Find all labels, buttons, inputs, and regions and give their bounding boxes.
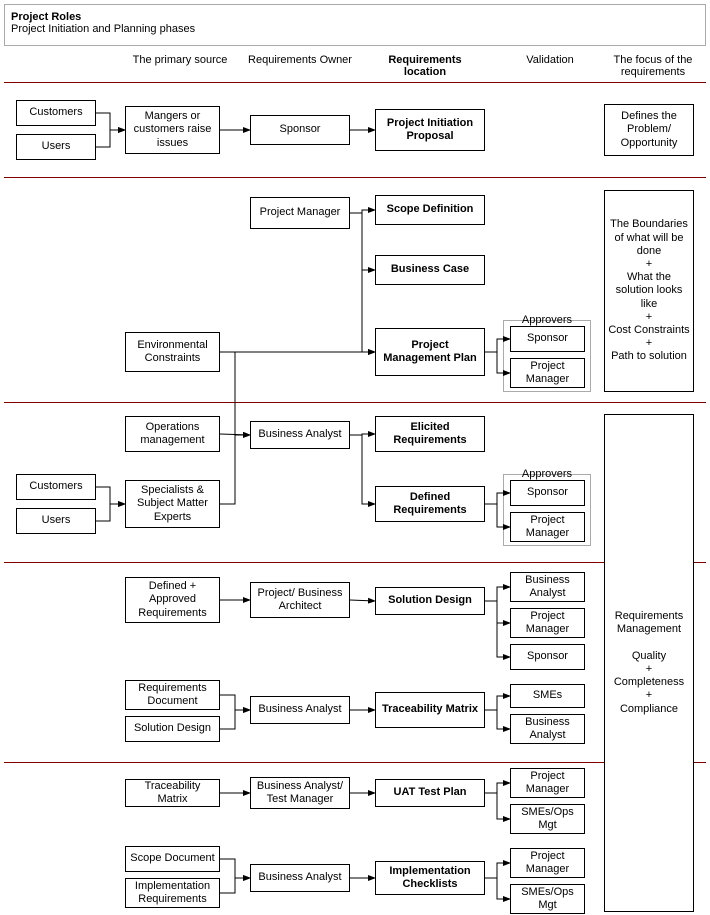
box-validator-ba: Business Analyst: [510, 572, 585, 602]
box-env-constraints: Environmental Constraints: [125, 332, 220, 372]
section-rule: [4, 82, 706, 83]
box-traceability-src: Traceability Matrix: [125, 779, 220, 807]
box-defines-problem: Defines the Problem/ Opportunity: [604, 104, 694, 156]
section-rule: [4, 562, 706, 563]
box-business-analyst: Business Analyst: [250, 421, 350, 449]
box-scope-doc: Scope Document: [125, 846, 220, 872]
box-traceability-matrix: Traceability Matrix: [375, 692, 485, 728]
header: Project Roles Project Initiation and Pla…: [4, 4, 706, 46]
box-managers-issues: Mangers or customers raise issues: [125, 106, 220, 154]
box-users: Users: [16, 508, 96, 534]
box-business-analyst: Business Analyst: [250, 864, 350, 892]
box-specialists-sme: Specialists & Subject Matter Experts: [125, 480, 220, 528]
box-defined-req: Defined Requirements: [375, 486, 485, 522]
box-validator-smesops: SMEs/Ops Mgt: [510, 884, 585, 914]
col-req-owner: Requirements Owner: [245, 54, 355, 66]
box-validator-sponsor: Sponsor: [510, 644, 585, 670]
col-primary-source: The primary source: [125, 54, 235, 66]
col-focus: The focus of the requirements: [598, 54, 708, 78]
box-solution-design-src: Solution Design: [125, 716, 220, 742]
box-approver-sponsor: Sponsor: [510, 480, 585, 506]
box-solution-design: Solution Design: [375, 587, 485, 615]
box-boundaries: The Boundaries of what will be done + Wh…: [604, 190, 694, 392]
box-validator-ba: Business Analyst: [510, 714, 585, 744]
box-uat-plan: UAT Test Plan: [375, 779, 485, 807]
box-defined-approved: Defined + Approved Requirements: [125, 577, 220, 623]
section-rule: [4, 177, 706, 178]
box-impl-checklists: Implementation Checklists: [375, 861, 485, 895]
box-ba-test-mgr: Business Analyst/ Test Manager: [250, 777, 350, 809]
box-approver-sponsor: Sponsor: [510, 326, 585, 352]
box-customers: Customers: [16, 474, 96, 500]
box-validator-smes: SMEs: [510, 684, 585, 708]
box-project-mgmt-plan: Project Management Plan: [375, 328, 485, 376]
section-rule: [4, 402, 706, 403]
box-users: Users: [16, 134, 96, 160]
box-approver-pm: Project Manager: [510, 512, 585, 542]
col-validation: Validation: [495, 54, 605, 66]
box-proj-biz-architect: Project/ Business Architect: [250, 582, 350, 618]
diagram-stage: Customers Users Mangers or customers rai…: [0, 82, 710, 912]
header-title: Project Roles: [11, 11, 699, 23]
header-subtitle: Project Initiation and Planning phases: [11, 23, 699, 35]
box-scope-definition: Scope Definition: [375, 195, 485, 225]
col-req-location: Requirements location: [370, 54, 480, 78]
column-headers: The primary source Requirements Owner Re…: [0, 54, 710, 82]
box-sponsor: Sponsor: [250, 115, 350, 145]
box-customers: Customers: [16, 100, 96, 126]
box-project-manager: Project Manager: [250, 197, 350, 229]
box-req-document: Requirements Document: [125, 680, 220, 710]
group-label-approvers: Approvers: [504, 314, 590, 326]
box-validator-pm: Project Manager: [510, 848, 585, 878]
group-label-approvers: Approvers: [504, 468, 590, 480]
box-validator-pm: Project Manager: [510, 768, 585, 798]
box-business-case: Business Case: [375, 255, 485, 285]
box-requirements-mgmt: Requirements Management Quality + Comple…: [604, 414, 694, 912]
box-business-analyst: Business Analyst: [250, 696, 350, 724]
box-project-initiation-proposal: Project Initiation Proposal: [375, 109, 485, 151]
section-rule: [4, 762, 706, 763]
box-approver-pm: Project Manager: [510, 358, 585, 388]
box-elicited-req: Elicited Requirements: [375, 416, 485, 452]
box-validator-smesops: SMEs/Ops Mgt: [510, 804, 585, 834]
box-impl-req: Implementation Requirements: [125, 878, 220, 908]
box-validator-pm: Project Manager: [510, 608, 585, 638]
box-ops-mgmt: Operations management: [125, 416, 220, 452]
